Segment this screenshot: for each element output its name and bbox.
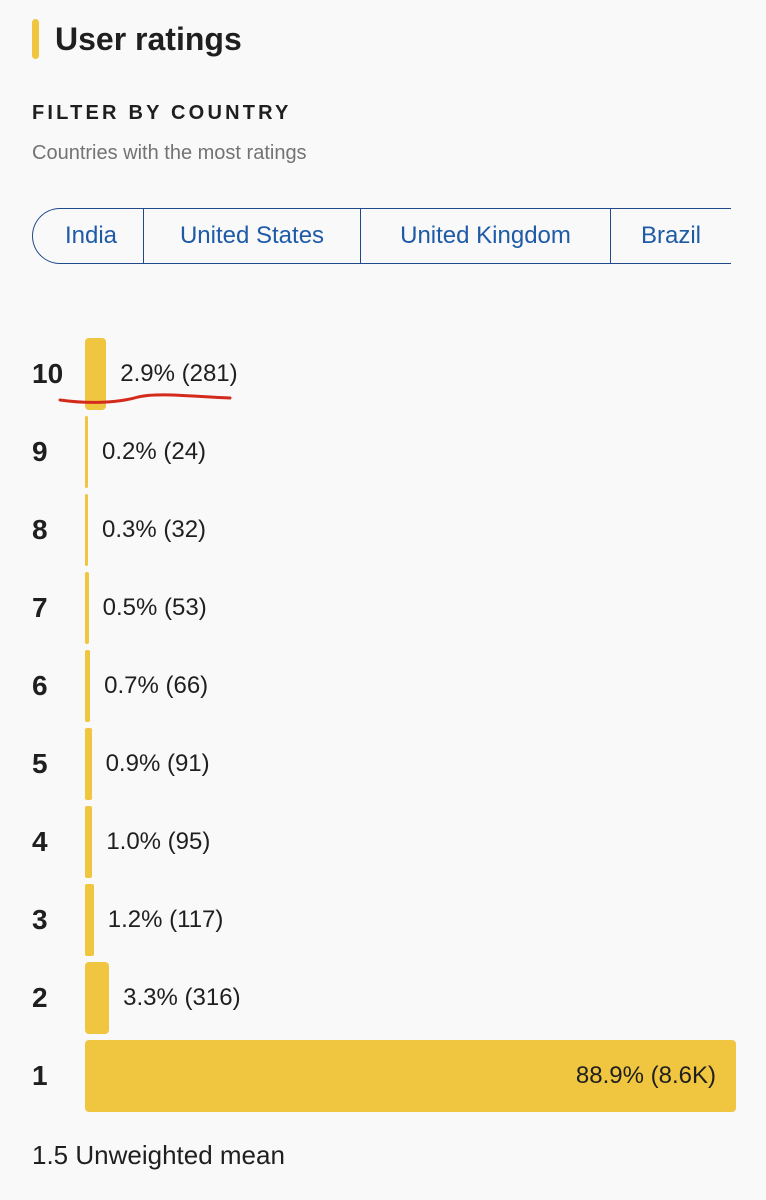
rating-bar-6[interactable] xyxy=(85,650,91,722)
rating-bar-10[interactable] xyxy=(85,338,107,410)
country-chip-brazil[interactable]: Brazil xyxy=(611,209,731,263)
country-chip-united-states[interactable]: United States xyxy=(144,209,361,263)
rating-label-1: 1 xyxy=(32,1060,48,1091)
country-chip-united-kingdom[interactable]: United Kingdom xyxy=(361,209,611,263)
rating-bar-8[interactable] xyxy=(85,494,88,566)
rating-label-10: 10 xyxy=(32,358,64,389)
rating-bar-9[interactable] xyxy=(85,416,88,488)
rating-bar-4[interactable] xyxy=(85,806,93,878)
country-filter-chips: India United States United Kingdom Brazi… xyxy=(32,208,731,266)
section-title: User ratings xyxy=(55,20,242,57)
rating-value-2: 3.3% (316) xyxy=(123,984,241,1011)
rating-bar-1[interactable] xyxy=(85,1040,736,1112)
rating-bar-7[interactable] xyxy=(85,572,89,644)
country-chip-india[interactable]: India xyxy=(33,209,144,263)
rating-label-8: 8 xyxy=(32,514,48,545)
rating-value-1: 88.9% (8.6K) xyxy=(575,1062,716,1089)
rating-bar-3[interactable] xyxy=(85,884,94,956)
rating-label-9: 9 xyxy=(32,436,48,467)
unweighted-mean: 1.5 Unweighted mean xyxy=(32,1140,285,1170)
rating-value-8: 0.3% (32) xyxy=(102,516,207,543)
accent-bar xyxy=(32,19,39,59)
rating-value-3: 1.2% (117) xyxy=(107,906,224,933)
section-header: User ratings xyxy=(32,18,242,60)
rating-value-7: 0.5% (53) xyxy=(102,594,207,621)
rating-label-2: 2 xyxy=(32,982,48,1013)
filter-label: FILTER BY COUNTRY xyxy=(32,102,292,124)
rating-label-5: 5 xyxy=(32,748,48,779)
rating-value-10: 2.9% (281) xyxy=(120,360,238,387)
rating-value-5: 0.9% (91) xyxy=(105,750,210,777)
filter-subtitle: Countries with the most ratings xyxy=(32,142,307,164)
rating-value-4: 1.0% (95) xyxy=(106,828,211,855)
red-underline-annotation xyxy=(58,393,232,404)
rating-label-6: 6 xyxy=(32,670,48,701)
rating-bar-2[interactable] xyxy=(85,962,110,1034)
rating-value-6: 0.7% (66) xyxy=(104,672,209,699)
rating-value-9: 0.2% (24) xyxy=(102,438,207,465)
rating-label-3: 3 xyxy=(32,904,48,935)
rating-bar-5[interactable] xyxy=(85,728,92,800)
rating-label-4: 4 xyxy=(32,826,48,857)
rating-label-7: 7 xyxy=(32,592,48,623)
